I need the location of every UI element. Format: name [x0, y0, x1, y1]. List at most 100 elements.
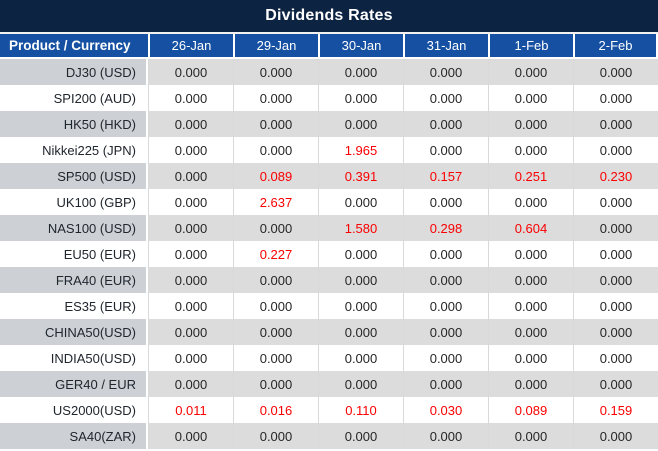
rate-value: 1.580 — [318, 215, 403, 241]
rate-value: 0.000 — [318, 241, 403, 267]
rate-value: 0.000 — [318, 371, 403, 397]
rate-value: 0.089 — [233, 163, 318, 189]
rate-value: 0.000 — [573, 189, 658, 215]
column-header-date: 2-Feb — [573, 34, 658, 59]
dividends-rates-table: Product / Currency 26-Jan 29-Jan 30-Jan 31-J… — [0, 34, 658, 449]
rate-value: 0.000 — [573, 293, 658, 319]
table-row: FRA40 (EUR) 0.000 0.000 0.000 0.000 0.000 0.00… — [0, 267, 658, 293]
rate-value: 0.000 — [233, 85, 318, 111]
rate-value: 0.000 — [573, 345, 658, 371]
table-row: EU50 (EUR) 0.000 0.227 0.000 0.000 0.000 0.000 — [0, 241, 658, 267]
product-label: GER40 / EUR — [0, 371, 148, 397]
rate-value: 0.000 — [488, 319, 573, 345]
rate-value: 0.000 — [318, 319, 403, 345]
rate-value: 0.251 — [488, 163, 573, 189]
table-row: INDIA50(USD) 0.000 0.000 0.000 0.000 0.000 0.0… — [0, 345, 658, 371]
product-label: EU50 (EUR) — [0, 241, 148, 267]
rate-value: 0.000 — [573, 111, 658, 137]
column-header-date: 30-Jan — [318, 34, 403, 59]
rate-value: 0.230 — [573, 163, 658, 189]
column-header-date: 1-Feb — [488, 34, 573, 59]
table-row: SA40(ZAR) 0.000 0.000 0.000 0.000 0.000 0.000 — [0, 423, 658, 449]
product-label: Nikkei225 (JPN) — [0, 137, 148, 163]
product-label: DJ30 (USD) — [0, 59, 148, 85]
rate-value: 0.011 — [148, 397, 233, 423]
rate-value: 0.000 — [488, 345, 573, 371]
rate-value: 2.637 — [233, 189, 318, 215]
product-label: FRA40 (EUR) — [0, 267, 148, 293]
product-label: NAS100 (USD) — [0, 215, 148, 241]
rate-value: 0.000 — [233, 59, 318, 85]
product-label: CHINA50(USD) — [0, 319, 148, 345]
rate-value: 0.000 — [233, 293, 318, 319]
rate-value: 0.000 — [148, 85, 233, 111]
rate-value: 0.000 — [318, 59, 403, 85]
table-row: HK50 (HKD) 0.000 0.000 0.000 0.000 0.000 0.000 — [0, 111, 658, 137]
product-label: SPI200 (AUD) — [0, 85, 148, 111]
table-header-row: Product / Currency 26-Jan 29-Jan 30-Jan 31-J… — [0, 34, 658, 59]
table-row: CHINA50(USD) 0.000 0.000 0.000 0.000 0.000 0.0… — [0, 319, 658, 345]
rate-value: 1.965 — [318, 137, 403, 163]
rate-value: 0.000 — [573, 423, 658, 449]
product-label: SA40(ZAR) — [0, 423, 148, 449]
rate-value: 0.000 — [318, 85, 403, 111]
rate-value: 0.000 — [488, 371, 573, 397]
column-header-date: 31-Jan — [403, 34, 488, 59]
rate-value: 0.000 — [403, 345, 488, 371]
table-row: SPI200 (AUD) 0.000 0.000 0.000 0.000 0.000 0.0… — [0, 85, 658, 111]
rate-value: 0.000 — [148, 215, 233, 241]
rate-value: 0.000 — [403, 137, 488, 163]
rate-value: 0.000 — [233, 423, 318, 449]
rate-value: 0.000 — [403, 111, 488, 137]
table-row: DJ30 (USD) 0.000 0.000 0.000 0.000 0.000 0.000 — [0, 59, 658, 85]
rate-value: 0.000 — [403, 189, 488, 215]
rate-value: 0.000 — [148, 189, 233, 215]
rate-value: 0.000 — [148, 371, 233, 397]
rate-value: 0.000 — [403, 241, 488, 267]
column-header-date: 26-Jan — [148, 34, 233, 59]
rate-value: 0.000 — [318, 293, 403, 319]
product-label: ES35 (EUR) — [0, 293, 148, 319]
rate-value: 0.000 — [573, 85, 658, 111]
product-label: SP500 (USD) — [0, 163, 148, 189]
rate-value: 0.000 — [573, 371, 658, 397]
table-row: US2000(USD) 0.011 0.016 0.110 0.030 0.089 0.15… — [0, 397, 658, 423]
column-header-date: 29-Jan — [233, 34, 318, 59]
rate-value: 0.000 — [233, 267, 318, 293]
table-row: GER40 / EUR 0.000 0.000 0.000 0.000 0.000 0.00… — [0, 371, 658, 397]
rate-value: 0.391 — [318, 163, 403, 189]
rate-value: 0.030 — [403, 397, 488, 423]
rate-value: 0.000 — [573, 319, 658, 345]
column-header-product: Product / Currency — [0, 34, 148, 59]
rate-value: 0.298 — [403, 215, 488, 241]
rate-value: 0.000 — [233, 111, 318, 137]
rate-value: 0.016 — [233, 397, 318, 423]
rate-value: 0.000 — [403, 59, 488, 85]
rate-value: 0.157 — [403, 163, 488, 189]
rate-value: 0.000 — [318, 423, 403, 449]
rate-value: 0.000 — [318, 267, 403, 293]
product-label: UK100 (GBP) — [0, 189, 148, 215]
rate-value: 0.000 — [318, 111, 403, 137]
rate-value: 0.000 — [148, 423, 233, 449]
rate-value: 0.000 — [148, 59, 233, 85]
product-label: HK50 (HKD) — [0, 111, 148, 137]
rate-value: 0.227 — [233, 241, 318, 267]
rate-value: 0.000 — [488, 59, 573, 85]
rate-value: 0.000 — [573, 241, 658, 267]
rate-value: 0.000 — [488, 137, 573, 163]
rate-value: 0.000 — [403, 85, 488, 111]
rate-value: 0.000 — [488, 267, 573, 293]
rate-value: 0.000 — [573, 267, 658, 293]
table-row: Nikkei225 (JPN) 0.000 0.000 1.965 0.000 0.000… — [0, 137, 658, 163]
product-label: US2000(USD) — [0, 397, 148, 423]
rate-value: 0.000 — [233, 319, 318, 345]
rate-value: 0.000 — [403, 267, 488, 293]
rate-value: 0.000 — [488, 111, 573, 137]
rate-value: 0.000 — [148, 163, 233, 189]
rate-value: 0.000 — [488, 241, 573, 267]
rate-value: 0.000 — [488, 293, 573, 319]
product-label: INDIA50(USD) — [0, 345, 148, 371]
rate-value: 0.000 — [233, 137, 318, 163]
